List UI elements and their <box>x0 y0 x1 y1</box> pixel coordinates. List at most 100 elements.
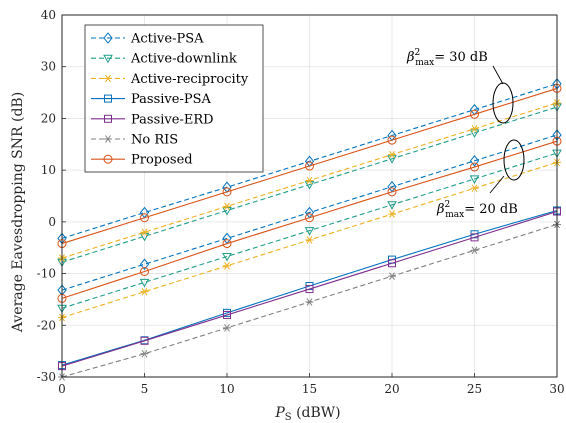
data-point-active-reciprocity <box>470 184 479 193</box>
x-axis-label-symbol: P <box>274 405 285 421</box>
legend-marker <box>104 114 112 123</box>
x-tick-label: 15 <box>302 382 317 396</box>
beta-subscript: max <box>445 210 464 220</box>
data-point-active-downlink <box>222 206 232 216</box>
legend: Active-PSA Active-downlink Active-reciproc… <box>84 24 264 173</box>
data-point-active-downlink <box>387 155 397 164</box>
data-point-active-psa <box>139 258 150 271</box>
series-line-proposed <box>61 140 558 299</box>
data-point-no-ris <box>470 246 479 255</box>
data-point-passive-erd <box>305 285 314 294</box>
legend-item-active-downlink: Active-downlink <box>91 52 237 67</box>
legend-item-active-psa: Active-PSA <box>91 32 204 47</box>
data-point-proposed <box>470 162 479 172</box>
beta-subscript: max <box>415 58 434 68</box>
legend-label: Active-PSA <box>130 32 204 47</box>
beta-superscript: 2 <box>415 48 421 58</box>
series-line-proposed <box>61 87 558 245</box>
y-tick-label: 30 <box>41 60 56 74</box>
ellipse-20db <box>503 139 525 181</box>
legend-item-passive-erd: Passive-ERD <box>91 112 214 127</box>
data-point-proposed <box>222 187 232 197</box>
series-line-active-psa <box>61 83 558 239</box>
data-point-active-reciprocity <box>470 124 479 133</box>
series-line-active-downlink <box>61 106 558 263</box>
x-tick-label: 5 <box>141 382 149 396</box>
data-point-proposed <box>305 213 314 223</box>
series-active-psa <box>57 77 562 296</box>
legend-label: Active-reciprocity <box>130 72 249 87</box>
x-axis-label-subscript: S <box>285 412 292 423</box>
data-point-proposed <box>387 187 397 197</box>
data-point-active-reciprocity <box>223 202 231 211</box>
y-tick-label: 40 <box>41 8 56 22</box>
data-point-no-ris <box>140 349 149 358</box>
data-point-active-downlink <box>387 201 397 210</box>
data-point-active-reciprocity <box>388 210 396 218</box>
x-tick-label: 30 <box>549 382 564 396</box>
pointer-30db <box>492 65 504 85</box>
y-tick-label: 10 <box>41 163 56 177</box>
beta-symbol: β <box>436 202 445 217</box>
data-point-active-reciprocity <box>305 176 314 185</box>
legend-item-active-reciprocity: Active-reciprocity <box>91 72 249 87</box>
series-line-active-downlink <box>61 152 558 309</box>
data-point-proposed <box>222 239 232 249</box>
legend-marker <box>104 135 112 143</box>
data-point-passive-erd <box>223 310 231 319</box>
annotation-30db-value: = 30 dB <box>434 50 488 65</box>
legend-item-passive-psa: Passive-PSA <box>91 92 211 107</box>
y-tick-label: 0 <box>48 215 56 229</box>
legend-label: Proposed <box>131 153 193 168</box>
y-tick-label: -20 <box>37 318 56 332</box>
x-tick-label: 25 <box>467 382 482 396</box>
data-point-active-reciprocity <box>305 236 314 244</box>
data-point-passive-erd <box>470 233 479 242</box>
legend-marker <box>103 154 113 164</box>
ellipse-30db <box>492 82 514 124</box>
legend-marker <box>104 94 112 103</box>
x-axis-label: PS (dBW) <box>274 405 340 423</box>
data-point-no-ris <box>388 272 396 280</box>
tick-labels: 0 5 10 15 20 25 30 -30 -20 -10 0 10 20 30 40 <box>37 8 565 396</box>
data-point-active-reciprocity <box>140 228 149 236</box>
data-point-active-downlink <box>139 232 150 242</box>
y-tick-label: -30 <box>37 370 56 384</box>
data-point-passive-erd <box>140 336 149 345</box>
legend-label: Passive-ERD <box>131 112 214 127</box>
data-point-proposed <box>305 161 314 171</box>
data-point-active-reciprocity <box>223 262 231 270</box>
x-tick-label: 0 <box>58 382 66 396</box>
data-point-no-ris <box>305 298 314 306</box>
y-axis-label: Average Eavesdropping SNR (dB) <box>10 92 26 333</box>
x-axis-label-unit: (dBW) <box>292 405 341 421</box>
y-tick-label: -10 <box>37 267 56 281</box>
legend-label: Active-downlink <box>130 52 237 67</box>
annotation-30db-text: β2 max= 30 dB <box>406 48 488 68</box>
series-line-passive-erd <box>61 210 558 367</box>
annotation-20db: β2 max= 20 dB <box>436 139 525 220</box>
data-point-proposed <box>140 213 149 223</box>
data-point-passive-erd <box>388 259 396 268</box>
data-point-active-psa <box>469 155 480 167</box>
legend-marker <box>104 74 112 83</box>
series-no-ris <box>58 220 561 381</box>
annotation-30db: β2 max= 30 dB <box>406 48 514 124</box>
beta-superscript: 2 <box>445 200 451 210</box>
x-tick-label: 10 <box>219 382 234 396</box>
legend-marker <box>103 32 113 44</box>
data-point-active-reciprocity <box>388 150 396 159</box>
data-point-active-downlink <box>139 278 150 288</box>
legend-label: Passive-PSA <box>131 92 211 107</box>
x-tick-label: 20 <box>384 382 399 396</box>
data-point-no-ris <box>223 324 231 332</box>
data-point-active-downlink <box>304 181 315 190</box>
data-point-proposed <box>470 109 479 119</box>
annotation-20db-text: β2 max= 20 dB <box>436 200 518 220</box>
data-point-active-downlink <box>222 253 232 262</box>
data-point-active-downlink <box>469 175 480 184</box>
legend-label: No RIS <box>131 133 178 148</box>
y-tick-label: 20 <box>41 111 56 125</box>
beta-symbol: β <box>406 50 415 65</box>
